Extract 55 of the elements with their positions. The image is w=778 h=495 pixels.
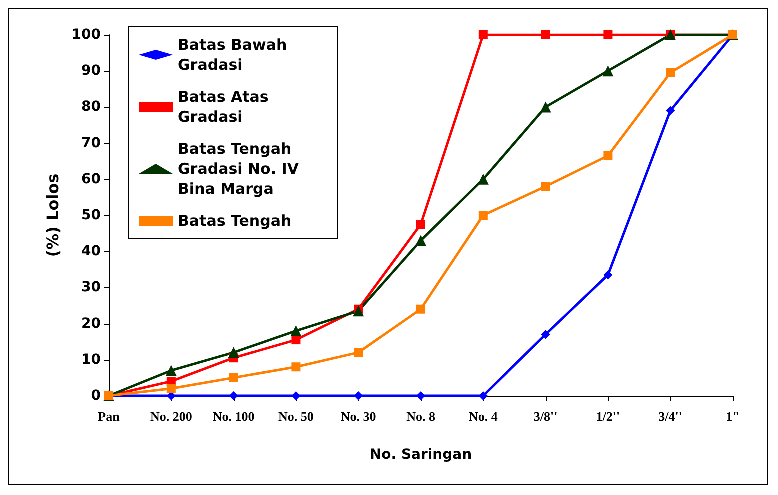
y-tick-label: 30 bbox=[82, 280, 102, 296]
y-tick-label: 0 bbox=[91, 388, 102, 404]
point bbox=[416, 220, 426, 230]
x-tick-label: 3/4'' bbox=[658, 409, 683, 424]
point bbox=[478, 211, 488, 220]
point bbox=[541, 30, 550, 40]
point bbox=[541, 182, 550, 192]
point bbox=[290, 326, 302, 337]
x-tick-label: Pan bbox=[98, 409, 121, 424]
point bbox=[166, 365, 177, 376]
x-tick-label: No. 200 bbox=[150, 409, 192, 424]
point bbox=[354, 348, 364, 358]
x-axis-title: No. Saringan bbox=[370, 447, 472, 463]
point bbox=[478, 174, 489, 185]
y-tick-label: 80 bbox=[82, 99, 102, 116]
point bbox=[353, 306, 364, 317]
point bbox=[292, 362, 301, 372]
point bbox=[416, 304, 426, 314]
point bbox=[416, 235, 426, 246]
point bbox=[604, 151, 613, 160]
point bbox=[666, 68, 676, 78]
point bbox=[540, 102, 552, 113]
x-tick-label: No. 4 bbox=[468, 409, 498, 424]
point bbox=[229, 392, 238, 400]
y-tick-label: 90 bbox=[82, 63, 102, 80]
point bbox=[292, 392, 301, 400]
legend-label: Batas Atas Gradasi bbox=[178, 88, 274, 126]
point bbox=[228, 347, 240, 358]
point bbox=[666, 106, 676, 116]
x-tick-label: 1/2'' bbox=[596, 409, 620, 424]
y-axis-title: (%) Lolos bbox=[43, 174, 62, 258]
y-tick-label: 10 bbox=[82, 352, 102, 368]
x-tick-label: No. 50 bbox=[278, 409, 314, 424]
x-tick-label: No. 8 bbox=[406, 409, 436, 424]
point bbox=[229, 373, 238, 382]
y-tick-label: 100 bbox=[72, 27, 102, 43]
x-tick-label: 3/8'' bbox=[534, 409, 558, 424]
y-tick-label: 40 bbox=[82, 244, 102, 260]
point bbox=[416, 392, 426, 400]
point bbox=[602, 66, 614, 77]
point bbox=[604, 30, 613, 40]
legend-label: Batas Tengah Gradasi No. IV Bina Marga bbox=[178, 140, 304, 198]
x-tick-label: 1" bbox=[726, 409, 740, 424]
legend-label: Batas Bawah Gradasi bbox=[178, 36, 292, 74]
x-tick-label: No. 30 bbox=[340, 409, 376, 424]
y-tick-label: 50 bbox=[82, 208, 102, 224]
point bbox=[478, 30, 488, 40]
point bbox=[541, 330, 550, 340]
y-tick-label: 20 bbox=[82, 316, 102, 332]
point bbox=[604, 270, 613, 280]
point bbox=[166, 384, 176, 394]
y-tick-label: 60 bbox=[82, 171, 102, 188]
x-tick-label: No. 100 bbox=[212, 409, 255, 424]
y-tick-label: 70 bbox=[82, 135, 102, 152]
legend-label: Batas Tengah bbox=[178, 212, 292, 230]
